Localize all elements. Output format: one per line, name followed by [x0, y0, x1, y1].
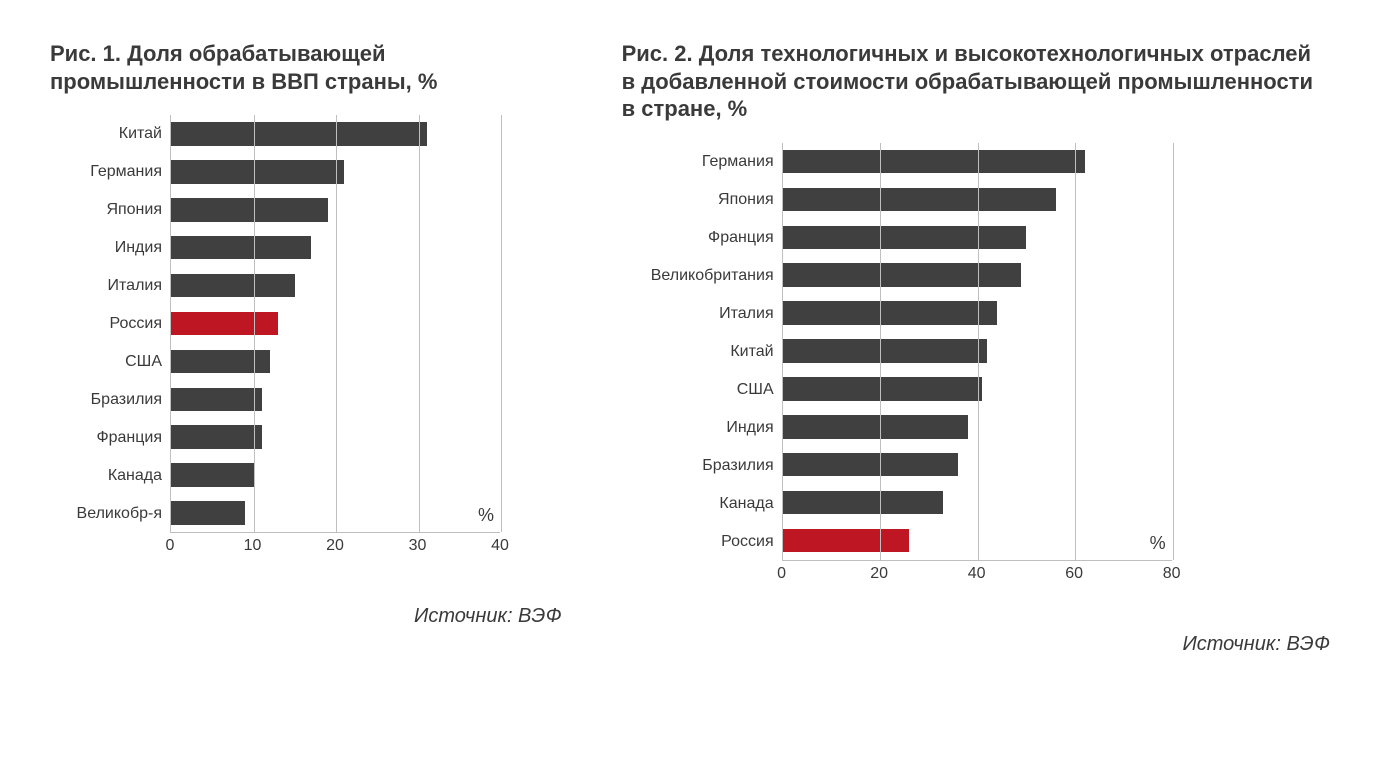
bar	[171, 350, 270, 374]
y-label: Россия	[622, 523, 774, 561]
grid-line	[1075, 143, 1076, 560]
x-tick: 40	[491, 537, 509, 555]
y-label: Япония	[50, 191, 162, 229]
figure-1-y-labels: КитайГерманияЯпонияИндияИталияРоссияСШАБ…	[50, 115, 170, 533]
x-tick: 80	[1163, 565, 1181, 583]
y-label: Бразилия	[50, 381, 162, 419]
grid-line	[880, 143, 881, 560]
bar	[171, 463, 254, 487]
figure-1-axis-unit: %	[478, 505, 494, 526]
bar	[783, 301, 998, 325]
figures-container: Рис. 1. Доля обрабатывающей промышленнос…	[50, 40, 1330, 656]
grid-line	[501, 115, 502, 532]
bar	[171, 388, 262, 412]
bar	[171, 198, 328, 222]
figure-1-plot: %	[170, 115, 500, 533]
figure-2: Рис. 2. Доля технологичных и высокотехно…	[622, 40, 1330, 656]
bar	[171, 312, 278, 336]
bar	[171, 122, 427, 146]
figure-1-x-axis: 010203040	[170, 537, 500, 561]
bar	[783, 188, 1056, 212]
y-label: Великобритания	[622, 257, 774, 295]
grid-line	[419, 115, 420, 532]
y-label: Япония	[622, 181, 774, 219]
figure-2-chart: ГерманияЯпонияФранцияВеликобританияИтали…	[622, 143, 1330, 589]
bar	[783, 226, 1027, 250]
y-label: Великобр-я	[50, 495, 162, 533]
bar	[171, 160, 344, 184]
grid-line	[978, 143, 979, 560]
grid-line	[254, 115, 255, 532]
bar	[171, 236, 311, 260]
x-tick: 20	[326, 537, 344, 555]
figure-2-y-labels: ГерманияЯпонияФранцияВеликобританияИтали…	[622, 143, 782, 561]
y-label: Франция	[622, 219, 774, 257]
y-label: Германия	[622, 143, 774, 181]
figure-1-title: Рис. 1. Доля обрабатывающей промышленнос…	[50, 40, 562, 95]
grid-line	[1173, 143, 1174, 560]
y-label: Россия	[50, 305, 162, 343]
y-label: Бразилия	[622, 447, 774, 485]
y-label: Франция	[50, 419, 162, 457]
x-tick: 10	[244, 537, 262, 555]
y-label: Канада	[622, 485, 774, 523]
bar	[783, 150, 1085, 174]
y-label: Китай	[622, 333, 774, 371]
x-tick: 30	[409, 537, 427, 555]
figure-2-title: Рис. 2. Доля технологичных и высокотехно…	[622, 40, 1330, 123]
bar	[171, 274, 295, 298]
x-tick: 40	[968, 565, 986, 583]
bar	[783, 453, 959, 477]
x-tick: 20	[870, 565, 888, 583]
y-label: Германия	[50, 153, 162, 191]
bar	[783, 339, 988, 363]
y-label: Китай	[50, 115, 162, 153]
x-tick: 0	[166, 537, 175, 555]
figure-2-x-axis: 020406080	[782, 565, 1172, 589]
figure-1: Рис. 1. Доля обрабатывающей промышленнос…	[50, 40, 562, 628]
y-label: Индия	[622, 409, 774, 447]
bar	[783, 491, 944, 515]
x-tick: 0	[777, 565, 786, 583]
y-label: США	[622, 371, 774, 409]
figure-2-source: Источник: ВЭФ	[622, 633, 1330, 656]
y-label: Канада	[50, 457, 162, 495]
x-tick: 60	[1065, 565, 1083, 583]
y-label: США	[50, 343, 162, 381]
bar	[171, 501, 245, 525]
grid-line	[336, 115, 337, 532]
y-label: Индия	[50, 229, 162, 267]
figure-1-source: Источник: ВЭФ	[50, 605, 562, 628]
y-label: Италия	[50, 267, 162, 305]
figure-2-axis-unit: %	[1150, 533, 1166, 554]
bar	[783, 529, 910, 553]
bar	[783, 415, 968, 439]
bar	[783, 263, 1022, 287]
y-label: Италия	[622, 295, 774, 333]
figure-1-chart: КитайГерманияЯпонияИндияИталияРоссияСШАБ…	[50, 115, 562, 561]
bar	[171, 425, 262, 449]
figure-2-plot: %	[782, 143, 1172, 561]
bar	[783, 377, 983, 401]
